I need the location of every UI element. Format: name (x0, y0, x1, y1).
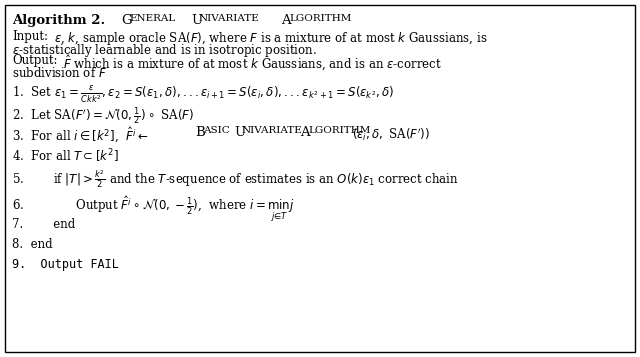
Text: U: U (234, 126, 245, 139)
Text: ASIC: ASIC (203, 126, 230, 135)
Text: Input:: Input: (12, 30, 48, 43)
Text: Algorithm 2.: Algorithm 2. (12, 14, 105, 27)
Text: NIVARIATE: NIVARIATE (242, 126, 303, 135)
Text: G: G (121, 14, 132, 27)
Text: U: U (191, 14, 202, 27)
Text: LGORITHM: LGORITHM (308, 126, 371, 135)
Text: 8.  end: 8. end (12, 238, 52, 251)
Text: ENERAL: ENERAL (129, 14, 175, 23)
Text: Output:: Output: (12, 54, 58, 67)
Text: 2.  Let SA$(F') = \mathcal{N}(0, \frac{1}{2}) \circ$ SA$(F)$: 2. Let SA$(F') = \mathcal{N}(0, \frac{1}… (12, 105, 194, 127)
Text: 4.  For all $T \subset [k^2]$: 4. For all $T \subset [k^2]$ (12, 147, 118, 165)
Text: LGORITHM: LGORITHM (289, 14, 351, 23)
Text: A: A (300, 126, 310, 139)
Text: 3.  For all $i \in [k^2]$,  $\hat{F}^i \leftarrow$: 3. For all $i \in [k^2]$, $\hat{F}^i \le… (12, 126, 148, 145)
Text: 6.              Output $\hat{F}^i \circ \mathcal{N}(0, -\frac{1}{2})$,  where $i: 6. Output $\hat{F}^i \circ \mathcal{N}(0… (12, 195, 294, 224)
Text: $(\epsilon_i, \delta,$ SA$(F'))$: $(\epsilon_i, \delta,$ SA$(F'))$ (352, 126, 430, 142)
Text: 5.        if $|T| > \frac{k^2}{2}$ and the $T$-sequence of estimates is an $O(k): 5. if $|T| > \frac{k^2}{2}$ and the $T$-… (12, 168, 459, 190)
Text: 7.        end: 7. end (12, 218, 76, 231)
Text: NIVARIATE: NIVARIATE (199, 14, 260, 23)
Text: B: B (195, 126, 205, 139)
Text: 9.  Output FAIL: 9. Output FAIL (12, 258, 119, 271)
Text: $\hat{F}$ which is a mixture of at most $k$ Gaussians, and is an $\epsilon$-corr: $\hat{F}$ which is a mixture of at most … (63, 54, 442, 74)
Text: $\epsilon$-statistically learnable and is in isotropic position.: $\epsilon$-statistically learnable and i… (12, 42, 317, 59)
Text: A: A (281, 14, 291, 27)
Text: $\epsilon$, $k$, sample oracle SA$(F)$, where $F$ is a mixture of at most $k$ Ga: $\epsilon$, $k$, sample oracle SA$(F)$, … (54, 30, 488, 47)
Text: 1.  Set $\epsilon_1 = \frac{\epsilon}{Ckk^2}, \epsilon_2 = S(\epsilon_1, \delta): 1. Set $\epsilon_1 = \frac{\epsilon}{Ckk… (12, 84, 394, 105)
Text: subdivision of $F$: subdivision of $F$ (12, 66, 107, 80)
